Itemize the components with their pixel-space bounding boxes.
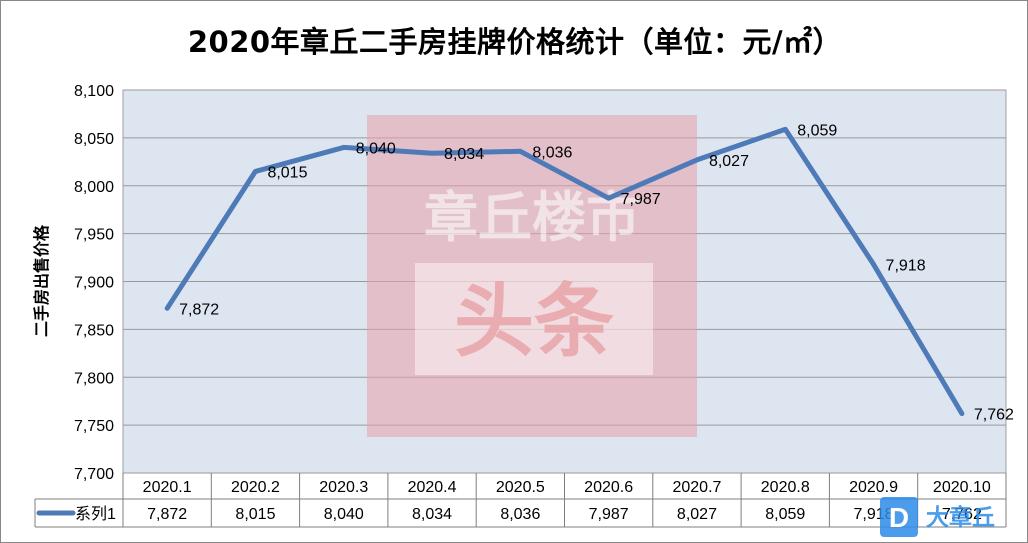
data-label: 8,015 bbox=[267, 164, 307, 181]
y-axis-ticks: 7,700 7,750 7,800 7,850 7,900 7,950 8,000 8,050… bbox=[74, 83, 114, 483]
data-label: 8,036 bbox=[532, 144, 572, 161]
y-tick-label: 8,000 bbox=[74, 179, 114, 196]
y-tick-label: 7,900 bbox=[74, 275, 114, 292]
data-label: 8,027 bbox=[709, 153, 749, 170]
y-tick-label: 8,050 bbox=[74, 131, 114, 148]
x-tick-label: 2020.2 bbox=[231, 479, 280, 496]
y-axis-title: 二手房出售价格 bbox=[32, 224, 51, 337]
x-tick-label: 2020.10 bbox=[933, 479, 991, 496]
table-value: 8,015 bbox=[235, 506, 275, 523]
x-tick-label: 2020.7 bbox=[672, 479, 721, 496]
data-label: 8,034 bbox=[444, 146, 484, 163]
y-tick-label: 8,100 bbox=[74, 83, 114, 100]
legend-label: 系列1 bbox=[75, 505, 116, 523]
y-tick-label: 7,700 bbox=[74, 466, 114, 483]
table-value: 7,762 bbox=[942, 506, 982, 523]
table-value: 8,034 bbox=[412, 506, 452, 523]
svg-text:D: D bbox=[889, 502, 909, 533]
series-line bbox=[164, 126, 965, 417]
table-value: 7,987 bbox=[589, 506, 629, 523]
table-value: 8,036 bbox=[500, 506, 540, 523]
table-value: 8,040 bbox=[324, 506, 364, 523]
watermark-logo: 章丘楼市 头条 bbox=[367, 115, 697, 437]
x-tick-label: 2020.1 bbox=[143, 479, 192, 496]
y-tick-label: 7,850 bbox=[74, 322, 114, 339]
data-table: 2020.1 7,872 2020.2 8,015 2020.3 8,040 2020.4 8… bbox=[34, 473, 1007, 528]
y-tick-label: 7,750 bbox=[74, 418, 114, 435]
svg-text:头条: 头条 bbox=[454, 275, 614, 368]
site-logo: D 大章丘 bbox=[880, 497, 995, 537]
chart-title: 2020年章丘二手房挂牌价格统计（单位：元/㎡） bbox=[187, 25, 843, 59]
data-labels: 7,872 8,015 8,040 8,034 8,036 7,987 8,027 8,059… bbox=[179, 122, 1014, 423]
x-tick-label: 2020.3 bbox=[319, 479, 368, 496]
table-value: 8,059 bbox=[765, 506, 805, 523]
x-tick-label: 2020.4 bbox=[408, 479, 457, 496]
data-label: 8,040 bbox=[356, 140, 396, 157]
y-tick-label: 7,800 bbox=[74, 370, 114, 387]
x-tick-label: 2020.5 bbox=[496, 479, 545, 496]
data-label: 7,918 bbox=[886, 257, 926, 274]
x-tick-label: 2020.8 bbox=[761, 479, 810, 496]
x-tick-label: 2020.6 bbox=[584, 479, 633, 496]
data-label: 7,762 bbox=[974, 407, 1014, 424]
table-value: 8,027 bbox=[677, 506, 717, 523]
data-label: 8,059 bbox=[797, 122, 837, 139]
y-tick-label: 7,950 bbox=[74, 227, 114, 244]
table-value: 7,872 bbox=[147, 506, 187, 523]
data-label: 7,872 bbox=[179, 301, 219, 318]
logo-text: 大章丘 bbox=[926, 504, 995, 531]
data-label: 7,987 bbox=[621, 191, 661, 208]
series-line-layer bbox=[164, 126, 965, 417]
x-tick-label: 2020.9 bbox=[849, 479, 898, 496]
